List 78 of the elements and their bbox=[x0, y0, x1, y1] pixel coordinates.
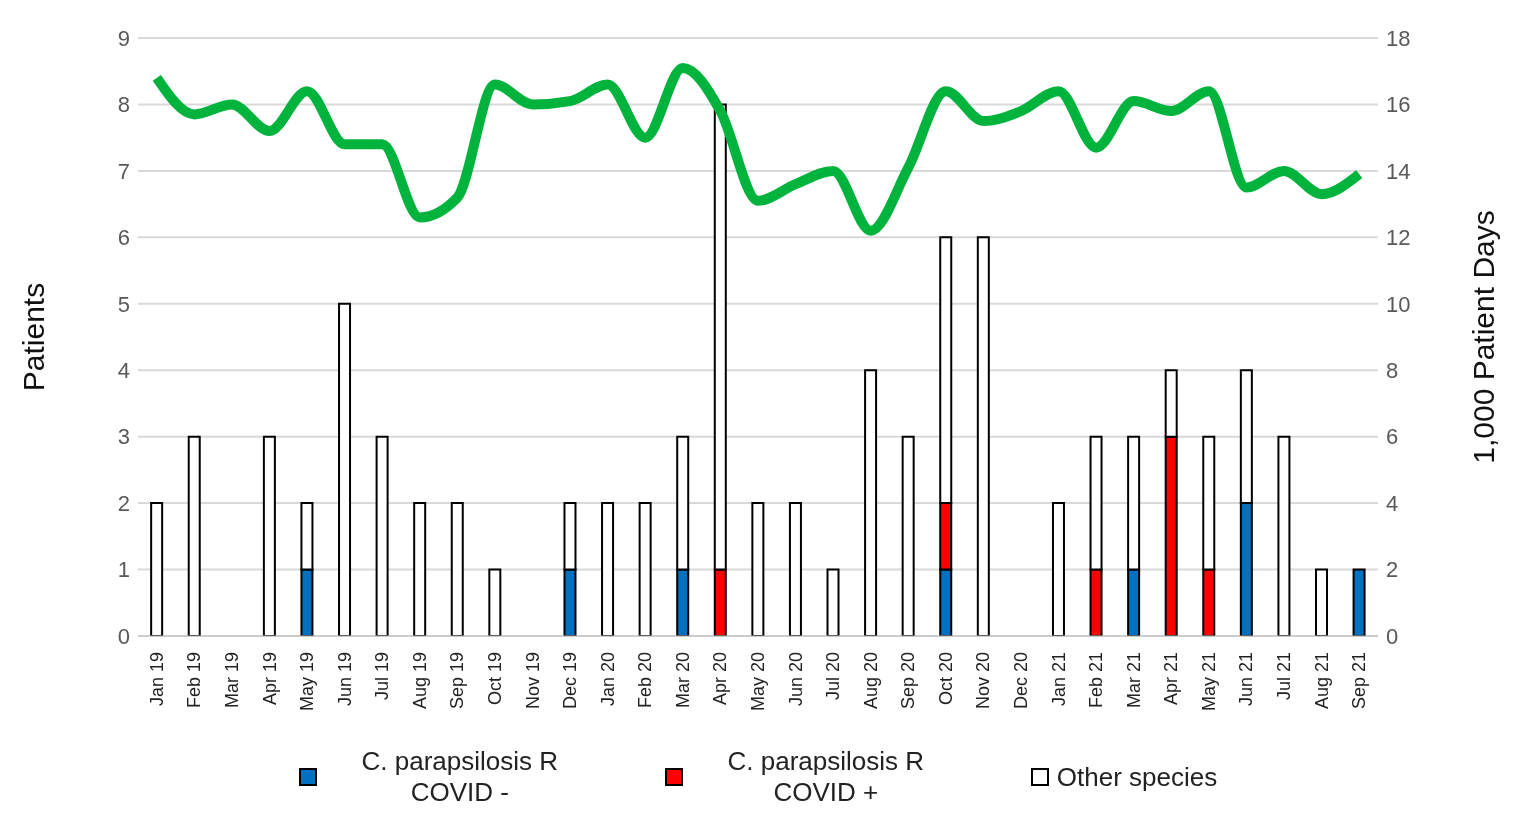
x-tick-label: May 21 bbox=[1198, 652, 1219, 712]
x-tick-label: Apr 19 bbox=[259, 652, 280, 706]
y2-tick-label: 0 bbox=[1386, 623, 1399, 649]
x-tick-label: Oct 20 bbox=[935, 652, 956, 706]
x-tick-label: Sep 20 bbox=[898, 652, 919, 710]
bar bbox=[450, 502, 464, 636]
legend-label: Other species bbox=[1056, 761, 1218, 793]
y2-tick-label: 12 bbox=[1386, 225, 1411, 251]
x-tick-label: Mar 21 bbox=[1123, 652, 1144, 709]
x-tick-label: Oct 19 bbox=[484, 652, 505, 706]
x-tick-label: Nov 20 bbox=[973, 652, 994, 710]
x-tick-label: Feb 19 bbox=[184, 652, 205, 709]
y-tick-label: 1 bbox=[117, 557, 130, 583]
x-tick-label: Jun 21 bbox=[1236, 652, 1257, 707]
y2-axis-title: 1,000 Patient Days bbox=[1466, 210, 1500, 464]
y2-tick-label: 4 bbox=[1386, 490, 1399, 516]
x-tick-label: Apr 20 bbox=[710, 652, 731, 706]
y2-tick-label: 10 bbox=[1386, 291, 1411, 317]
bar bbox=[413, 502, 427, 636]
bar bbox=[1352, 568, 1366, 636]
bar bbox=[1277, 435, 1291, 636]
y2-tick-label: 8 bbox=[1386, 358, 1399, 384]
bar bbox=[901, 435, 915, 636]
y2-tick-label: 6 bbox=[1386, 424, 1399, 450]
x-tick-label: May 19 bbox=[297, 652, 318, 712]
y-tick-label: 2 bbox=[117, 490, 130, 516]
bar bbox=[488, 568, 502, 636]
x-tick-label: Jul 21 bbox=[1274, 652, 1295, 701]
y-tick-label: 7 bbox=[117, 158, 130, 184]
y-tick-label: 4 bbox=[117, 358, 130, 384]
bar bbox=[826, 568, 840, 636]
bar bbox=[338, 302, 352, 636]
x-tick-label: Sep 19 bbox=[447, 652, 468, 710]
y-axis-title: Patients bbox=[16, 282, 50, 392]
x-tick-label: Jun 20 bbox=[785, 652, 806, 707]
x-tick-label: Mar 19 bbox=[221, 652, 242, 709]
y-tick-label: 9 bbox=[117, 25, 130, 51]
x-tick-label: Nov 19 bbox=[522, 652, 543, 710]
x-tick-label: Dec 20 bbox=[1011, 652, 1032, 710]
x-tick-label: Sep 21 bbox=[1349, 652, 1370, 710]
x-tick-label: Feb 20 bbox=[635, 652, 656, 709]
bar bbox=[187, 435, 201, 636]
bar bbox=[751, 502, 765, 636]
bar bbox=[788, 502, 802, 636]
x-tick-label: Aug 21 bbox=[1311, 652, 1332, 710]
x-tick-label: Mar 20 bbox=[672, 652, 693, 709]
bar bbox=[601, 502, 615, 636]
bar bbox=[262, 435, 276, 636]
x-tick-label: Jul 19 bbox=[372, 652, 393, 701]
x-tick-label: Aug 19 bbox=[409, 652, 430, 710]
x-tick-label: Feb 21 bbox=[1086, 652, 1107, 709]
y2-tick-label: 14 bbox=[1386, 158, 1411, 184]
x-tick-label: Jan 20 bbox=[597, 652, 618, 707]
bar bbox=[976, 236, 990, 636]
x-tick-label: Jan 21 bbox=[1048, 652, 1069, 707]
bar bbox=[150, 502, 164, 636]
bar bbox=[1051, 502, 1065, 636]
x-tick-label: Dec 19 bbox=[560, 652, 581, 710]
x-tick-label: Apr 21 bbox=[1161, 652, 1182, 706]
x-tick-label: Aug 20 bbox=[860, 652, 881, 710]
y2-tick-label: 2 bbox=[1386, 557, 1399, 583]
legend-label: C. parapsilosis R COVID + bbox=[726, 746, 926, 808]
y2-tick-label: 18 bbox=[1386, 25, 1411, 51]
bar bbox=[864, 369, 878, 636]
x-tick-label: Jul 20 bbox=[823, 652, 844, 701]
bar bbox=[638, 502, 652, 636]
x-tick-label: Jun 19 bbox=[334, 652, 355, 707]
x-tick-label: Jan 19 bbox=[146, 652, 167, 707]
legend-label: C. parapsilosis R COVID - bbox=[360, 746, 560, 808]
x-tick-label: May 20 bbox=[748, 652, 768, 712]
y-tick-label: 0 bbox=[117, 623, 130, 649]
y-tick-label: 6 bbox=[117, 225, 130, 251]
y-tick-label: 5 bbox=[117, 291, 130, 317]
y-tick-label: 8 bbox=[117, 92, 130, 118]
y-tick-label: 3 bbox=[117, 424, 130, 450]
bar bbox=[1315, 568, 1328, 636]
y2-tick-label: 16 bbox=[1386, 92, 1411, 118]
bar bbox=[375, 435, 389, 636]
